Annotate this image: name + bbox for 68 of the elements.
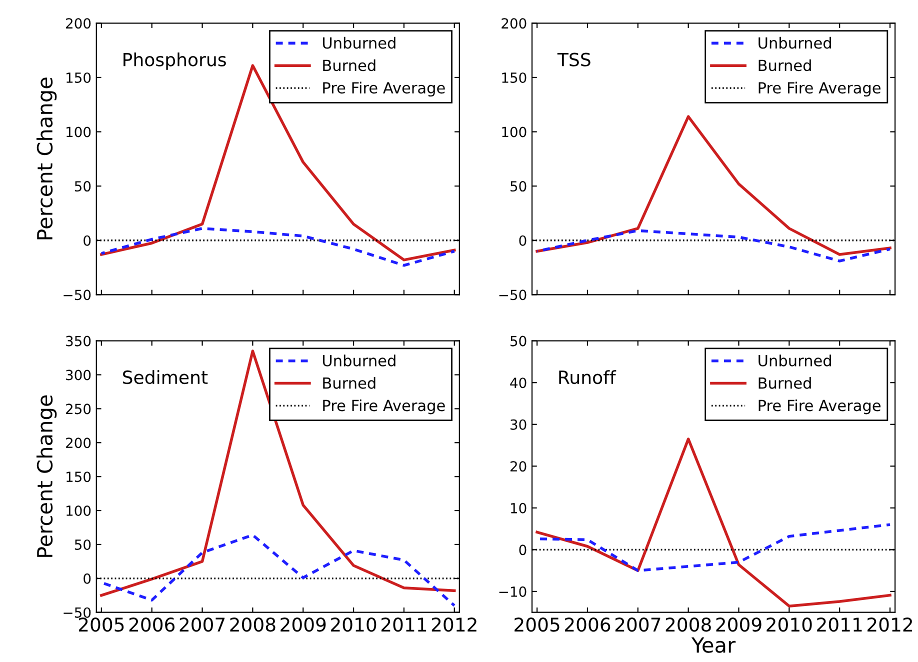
y-tick-label: 150 xyxy=(502,72,526,83)
legend-label: Pre Fire Average xyxy=(758,82,880,97)
x-tick-label: 2007 xyxy=(615,618,660,632)
y-axis-title: Percent Change xyxy=(36,78,57,240)
x-tick-label: 2007 xyxy=(180,618,225,632)
legend-label: Pre Fire Average xyxy=(758,399,880,414)
y-tick-label: 100 xyxy=(66,126,91,138)
y-tick-label: 200 xyxy=(66,18,91,29)
y-tick-label: 200 xyxy=(502,18,526,29)
y-tick-label: 100 xyxy=(502,126,526,138)
y-tick-label: 100 xyxy=(66,506,91,516)
line-series xyxy=(536,115,892,256)
legend-label: Burned xyxy=(323,59,376,72)
text: Sediment xyxy=(122,370,208,384)
y-tick-label: 150 xyxy=(66,72,91,83)
legend-label: Unburned xyxy=(323,354,396,366)
x-tick-label: 2012 xyxy=(432,618,476,632)
legend-label: Burned xyxy=(323,377,376,389)
y-tick-label: 30 xyxy=(510,419,526,430)
y-tick-label: 50 xyxy=(510,181,526,192)
y-tick-label: 0 xyxy=(84,235,91,246)
y-tick-label: 150 xyxy=(66,472,91,482)
y-tick-label: −50 xyxy=(64,290,91,300)
y-axis-title: Percent Change xyxy=(36,395,57,557)
legend-label: Unburned xyxy=(758,36,831,49)
legend-label: Burned xyxy=(758,59,811,72)
x-tick-label: 2006 xyxy=(129,618,175,632)
x-tick-label: 2009 xyxy=(280,618,326,632)
line-series xyxy=(100,350,456,597)
y-tick-label: 200 xyxy=(66,438,91,448)
x-tick-label: 2006 xyxy=(565,618,610,632)
text: TSS xyxy=(557,52,590,66)
x-tick-label: 2009 xyxy=(716,618,762,632)
x-tick-label: 2005 xyxy=(514,618,560,632)
line-series xyxy=(536,229,892,262)
x-tick-label: 2008 xyxy=(666,618,711,632)
x-axis-title: Year xyxy=(691,637,736,653)
y-tick-label: 40 xyxy=(510,378,526,388)
y-tick-label: 300 xyxy=(66,370,91,380)
legend-label: Unburned xyxy=(323,36,396,49)
y-tick-label: 20 xyxy=(510,461,526,472)
x-tick-label: 2011 xyxy=(817,618,862,632)
y-tick-label: 0 xyxy=(519,544,526,556)
legend-label: Unburned xyxy=(758,354,831,366)
legend-label: Pre Fire Average xyxy=(323,399,445,414)
y-tick-label: −50 xyxy=(499,290,526,300)
line-series xyxy=(536,438,892,608)
text: Runoff xyxy=(559,370,616,384)
legend-label: Burned xyxy=(758,377,811,389)
x-tick-label: 2012 xyxy=(868,618,912,632)
y-tick-label: 10 xyxy=(511,502,526,514)
x-tick-label: 2011 xyxy=(381,618,426,632)
y-tick-label: 0 xyxy=(84,573,91,584)
legend-label: Pre Fire Average xyxy=(323,82,445,97)
x-tick-label: 2010 xyxy=(331,618,376,632)
y-tick-label: −10 xyxy=(499,586,526,597)
text: Phosphorus xyxy=(124,52,226,70)
y-tick-label: 50 xyxy=(74,181,91,192)
y-tick-label: 0 xyxy=(519,235,526,246)
x-tick-label: 2005 xyxy=(78,618,124,632)
y-tick-label: 50 xyxy=(510,336,526,346)
y-tick-label: 50 xyxy=(74,539,91,550)
y-tick-label: 250 xyxy=(66,404,91,414)
y-tick-label: 350 xyxy=(66,336,91,346)
line-series xyxy=(100,227,456,267)
x-tick-label: 2008 xyxy=(230,618,276,632)
x-tick-label: 2010 xyxy=(766,618,812,632)
y-tick-label: −50 xyxy=(64,607,91,618)
